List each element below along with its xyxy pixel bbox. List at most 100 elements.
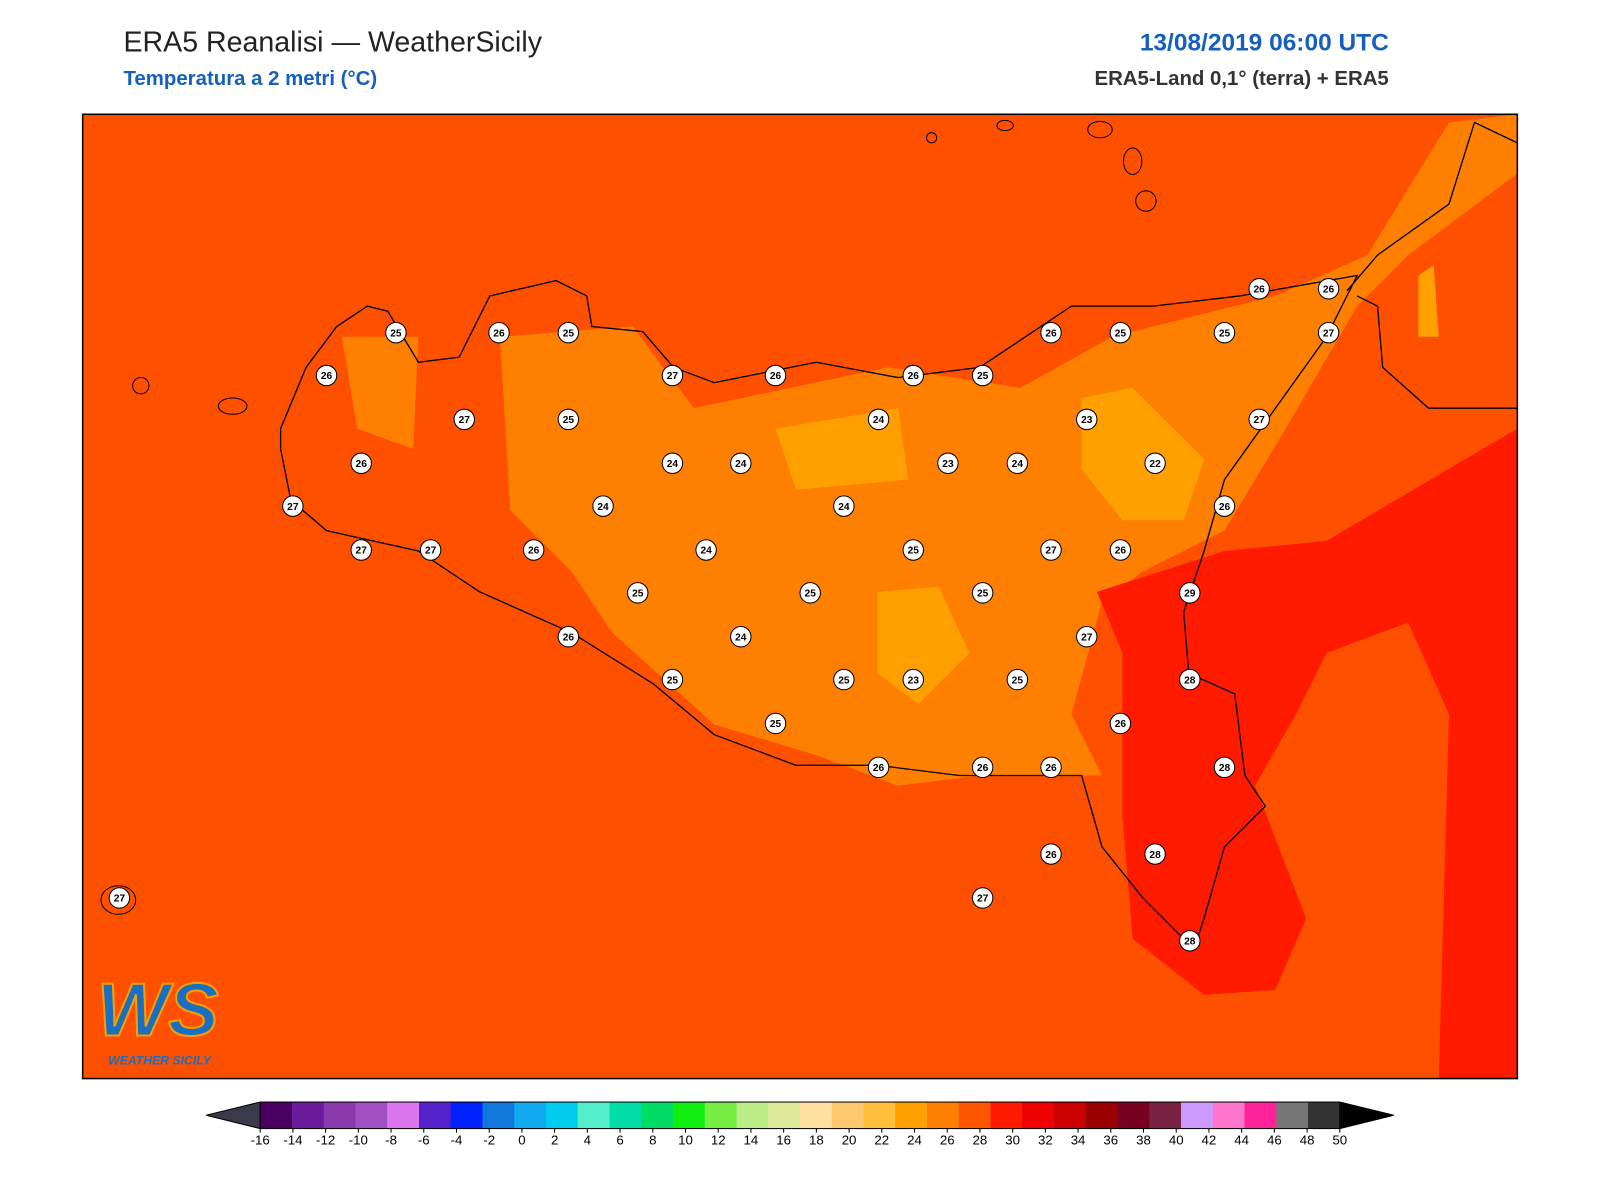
station-marker (902, 539, 924, 561)
station-value: 25 (667, 675, 679, 686)
colorbar-tick-label: 40 (1169, 1132, 1184, 1147)
colorbar-tick-label: 46 (1267, 1132, 1282, 1147)
colorbar-tick-label: -14 (283, 1132, 302, 1147)
colorbar-swatch (736, 1102, 769, 1129)
station-marker (971, 364, 994, 387)
station-marker (1109, 712, 1132, 735)
station-value: 26 (1254, 284, 1266, 295)
colorbar-swatch (323, 1102, 356, 1129)
field-zone (1096, 428, 1518, 1079)
colorbar-tick-label: 26 (940, 1132, 955, 1147)
station-value: 25 (563, 328, 575, 339)
station-value: 26 (908, 371, 920, 382)
colorbar-swatch (831, 1102, 865, 1129)
station-marker (385, 321, 407, 344)
station-marker (1040, 321, 1062, 344)
colorbar-tick-label: -12 (316, 1132, 335, 1147)
station-value: 26 (770, 371, 782, 382)
colorbar-swatch (800, 1102, 833, 1129)
colorbar-tick-label: -8 (385, 1132, 397, 1147)
colorbar-tick-label: 2 (551, 1132, 558, 1147)
station-value: 26 (1115, 719, 1127, 730)
colorbar-swatch (418, 1102, 452, 1129)
station-marker (730, 626, 752, 648)
map-frame (81, 113, 1519, 1080)
station-value: 27 (459, 415, 471, 426)
station-value: 28 (1184, 675, 1196, 686)
station-marker (1109, 321, 1132, 344)
station-marker (627, 582, 649, 604)
colorbar-swatch (1149, 1102, 1182, 1129)
colorbar-swatch (1054, 1102, 1087, 1129)
colorbar-tick-label: -10 (349, 1132, 368, 1147)
station-value: 25 (838, 675, 850, 686)
logo: WS WEATHER SICILY (96, 967, 220, 1067)
station-value: 28 (1149, 850, 1161, 861)
station-value: 24 (1012, 459, 1024, 470)
colorbar-tick-label: 38 (1136, 1132, 1151, 1147)
station-marker (695, 539, 717, 561)
station-value: 27 (356, 546, 368, 557)
colorbar-tick-label: -16 (251, 1132, 270, 1147)
colorbar-tick-label: 12 (711, 1132, 726, 1147)
colorbar-tick-label: 6 (616, 1132, 623, 1147)
station-value: 24 (597, 502, 609, 513)
colorbar-tick-label: 36 (1103, 1132, 1118, 1147)
colorbar-swatch (895, 1102, 928, 1129)
colorbar-swatch (1212, 1102, 1246, 1129)
colorbar-tick-label: 20 (842, 1132, 857, 1147)
colorbar-tick-label: 34 (1071, 1132, 1086, 1147)
colorbar-swatch (863, 1102, 896, 1129)
station-value: 25 (1012, 675, 1024, 686)
station-layer: 25 26 25 26 27 26 26 25 26 25 25 26 26 27 27 25 24 23 27 26… (108, 278, 1340, 952)
colorbar-tick-label: -4 (451, 1132, 463, 1147)
station-value: 27 (1045, 546, 1057, 557)
field-zone (500, 114, 1518, 786)
station-marker (764, 364, 787, 387)
station-marker (1213, 495, 1236, 517)
station-value: 26 (321, 371, 333, 382)
station-value: 28 (1219, 763, 1231, 774)
station-marker (1076, 626, 1098, 648)
colorbar-tick-label: 4 (584, 1132, 591, 1147)
station-marker (1179, 930, 1201, 952)
station-value: 26 (1115, 546, 1127, 557)
island (996, 119, 1014, 132)
field-zone (1081, 387, 1205, 521)
island (926, 132, 938, 144)
station-value: 25 (1219, 328, 1231, 339)
colorbar-swatch (609, 1102, 642, 1129)
colorbar-tick-label: -2 (483, 1132, 495, 1147)
station-value: 23 (942, 459, 954, 470)
station-marker (557, 321, 580, 344)
colorbar-tick-label: 50 (1332, 1132, 1347, 1147)
station-marker (108, 887, 131, 909)
station-marker (1179, 668, 1201, 691)
station-marker (971, 756, 994, 779)
colorbar-tick-label: 24 (907, 1132, 922, 1147)
colorbar-swatch (355, 1102, 388, 1129)
station-value: 26 (1045, 328, 1057, 339)
station-value: 27 (1081, 632, 1093, 643)
station-value: 25 (390, 328, 402, 339)
station-marker (833, 668, 855, 691)
station-marker (730, 452, 752, 474)
colorbar-tick-label: 16 (776, 1132, 791, 1147)
station-marker (1144, 843, 1166, 865)
station-value: 26 (563, 632, 575, 643)
station-value: 27 (1254, 415, 1266, 426)
station-marker (833, 495, 855, 517)
station-value: 23 (908, 675, 920, 686)
station-value: 26 (1323, 284, 1335, 295)
island (1135, 190, 1157, 212)
station-value: 27 (1323, 328, 1335, 339)
station-value: 25 (977, 589, 989, 600)
station-marker (419, 539, 442, 561)
station-marker (902, 364, 924, 387)
map: WS WEATHER SICILY (81, 113, 1519, 1080)
datetime: 13/08/2019 06:00 UTC (1140, 29, 1389, 56)
colorbar-swatch (1308, 1102, 1341, 1129)
station-value: 25 (563, 415, 575, 426)
colorbar-tick-label: 22 (874, 1132, 889, 1147)
colorbar-swatch (1022, 1102, 1055, 1129)
